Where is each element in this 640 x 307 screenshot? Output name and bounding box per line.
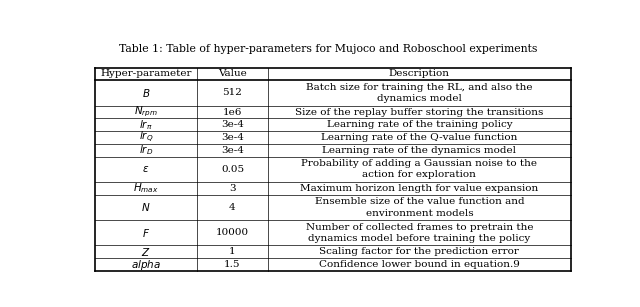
- Text: $B$: $B$: [142, 87, 150, 99]
- Text: Probability of adding a Gaussian noise to the
action for exploration: Probability of adding a Gaussian noise t…: [301, 159, 538, 180]
- Text: $lr_{Q}$: $lr_{Q}$: [139, 130, 154, 145]
- Text: Size of the replay buffer storing the transitions: Size of the replay buffer storing the tr…: [295, 107, 543, 117]
- Text: 3e-4: 3e-4: [221, 133, 244, 142]
- Text: $lr_{D}$: $lr_{D}$: [139, 143, 153, 157]
- Text: 4: 4: [229, 203, 236, 212]
- Text: 3e-4: 3e-4: [221, 146, 244, 155]
- Text: 512: 512: [223, 88, 243, 98]
- Text: 1.5: 1.5: [224, 260, 241, 269]
- Text: Scaling factor for the prediction error: Scaling factor for the prediction error: [319, 247, 519, 256]
- Text: 10000: 10000: [216, 228, 249, 237]
- Text: Learning rate of the dynamics model: Learning rate of the dynamics model: [323, 146, 516, 155]
- Text: Maximum horizon length for value expansion: Maximum horizon length for value expansi…: [300, 184, 538, 193]
- Text: 3e-4: 3e-4: [221, 120, 244, 129]
- Text: 1: 1: [229, 247, 236, 256]
- Text: $lr_{\pi}$: $lr_{\pi}$: [140, 118, 153, 132]
- Text: Number of collected frames to pretrain the
dynamics model before training the po: Number of collected frames to pretrain t…: [306, 223, 533, 243]
- Text: Hyper-parameter: Hyper-parameter: [100, 69, 192, 78]
- Text: $Z$: $Z$: [141, 246, 151, 258]
- Text: Table 1: Table of hyper-parameters for Mujoco and Roboschool experiments: Table 1: Table of hyper-parameters for M…: [119, 44, 537, 54]
- Text: Batch size for training the RL, and also the
dynamics model: Batch size for training the RL, and also…: [306, 83, 532, 103]
- Text: 0.05: 0.05: [221, 165, 244, 174]
- Text: $H_{max}$: $H_{max}$: [133, 181, 159, 195]
- Text: $F$: $F$: [142, 227, 150, 239]
- Text: Value: Value: [218, 69, 247, 78]
- Text: $\mathit{alpha}$: $\mathit{alpha}$: [131, 258, 161, 271]
- Text: Learning rate of the training policy: Learning rate of the training policy: [326, 120, 512, 129]
- Text: 3: 3: [229, 184, 236, 193]
- Text: Description: Description: [389, 69, 450, 78]
- Text: 1e6: 1e6: [223, 107, 242, 117]
- Text: $\epsilon$: $\epsilon$: [143, 164, 150, 174]
- Text: Ensemble size of the value function and
environment models: Ensemble size of the value function and …: [315, 197, 524, 218]
- Text: Learning rate of the Q-value function: Learning rate of the Q-value function: [321, 133, 518, 142]
- Text: $N_{rpm}$: $N_{rpm}$: [134, 105, 158, 119]
- Text: $N$: $N$: [141, 201, 151, 213]
- Text: Confidence lower bound in equation.9: Confidence lower bound in equation.9: [319, 260, 520, 269]
